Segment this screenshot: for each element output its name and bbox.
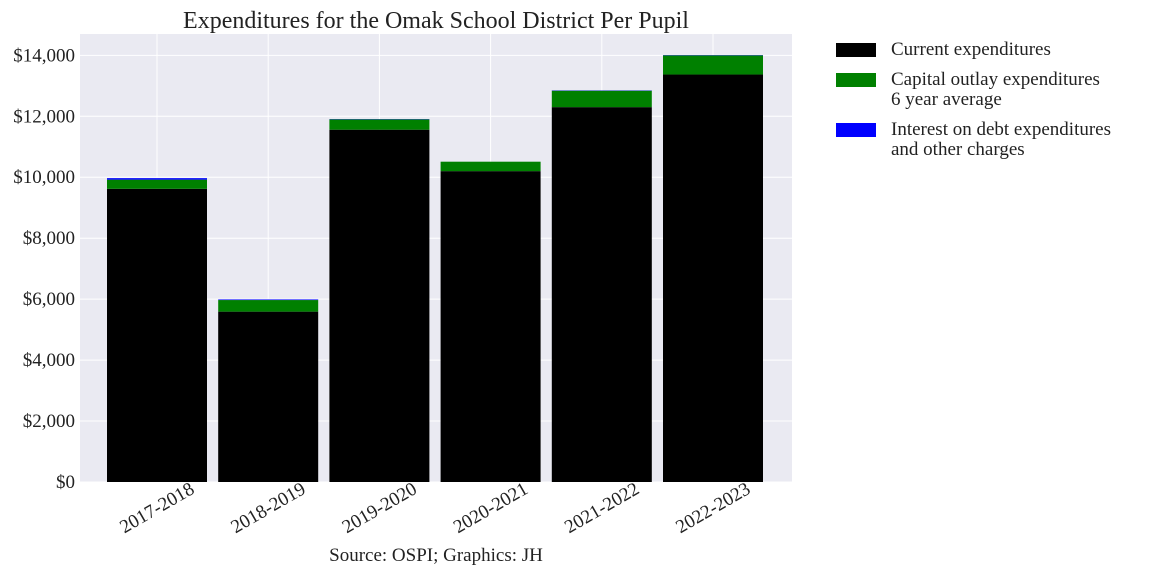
bar-2017-2018-series-0 — [107, 189, 207, 482]
bar-2018-2019-series-2 — [218, 299, 318, 300]
y-tick-label: $12,000 — [13, 106, 75, 127]
bar-2018-2019-series-1 — [218, 300, 318, 312]
x-tick-label: 2021-2022 — [561, 479, 643, 538]
y-tick-label: $0 — [56, 472, 75, 493]
y-axis: $0 $2,000 $4,000 $6,000 $8,000 $10,000 $12,000… — [13, 45, 75, 493]
x-tick-label: 2019-2020 — [339, 479, 421, 538]
bar-2018-2019-series-0 — [218, 312, 318, 482]
bar-2019-2020-series-1 — [329, 119, 429, 129]
y-tick-label: $8,000 — [23, 228, 75, 249]
x-tick-label: 2018-2019 — [228, 479, 310, 538]
bar-2021-2022-series-0 — [552, 107, 652, 482]
y-tick-label: $10,000 — [13, 167, 75, 188]
legend-swatch — [836, 123, 876, 137]
legend: Current expenditures Capital outlay expen… — [836, 40, 1146, 170]
x-tick-label: 2022-2023 — [672, 479, 754, 538]
legend-item: Interest on debt expenditures and other … — [836, 120, 1146, 160]
x-axis: 2017-2018 2018-2019 2019-2020 2020-2021 2021… — [116, 479, 754, 538]
legend-label: Capital outlay expenditures 6 year avera… — [891, 70, 1146, 110]
bar-2017-2018-series-2 — [107, 178, 207, 180]
legend-label: Current expenditures — [891, 40, 1146, 60]
bar-2021-2022-series-1 — [552, 91, 652, 107]
x-tick-label: 2017-2018 — [116, 479, 198, 538]
chart-caption: Source: OSPI; Graphics: JH — [329, 545, 543, 566]
legend-item: Current expenditures — [836, 40, 1146, 60]
y-tick-label: $14,000 — [13, 45, 75, 66]
chart-title: Expenditures for the Omak School Distric… — [183, 8, 689, 34]
bar-2022-2023-series-0 — [663, 75, 763, 482]
y-tick-label: $2,000 — [23, 411, 75, 432]
legend-swatch — [836, 43, 876, 57]
bar-2020-2021-series-0 — [441, 171, 541, 482]
bar-2022-2023-series-1 — [663, 55, 763, 74]
x-tick-label: 2020-2021 — [450, 479, 532, 538]
bar-2017-2018-series-1 — [107, 180, 207, 189]
bar-2019-2020-series-0 — [329, 130, 429, 482]
y-tick-label: $6,000 — [23, 289, 75, 310]
legend-item: Capital outlay expenditures 6 year avera… — [836, 70, 1146, 110]
legend-label: Interest on debt expenditures and other … — [891, 120, 1146, 160]
bar-2020-2021-series-1 — [441, 162, 541, 171]
y-tick-label: $4,000 — [23, 350, 75, 371]
legend-swatch — [836, 73, 876, 87]
